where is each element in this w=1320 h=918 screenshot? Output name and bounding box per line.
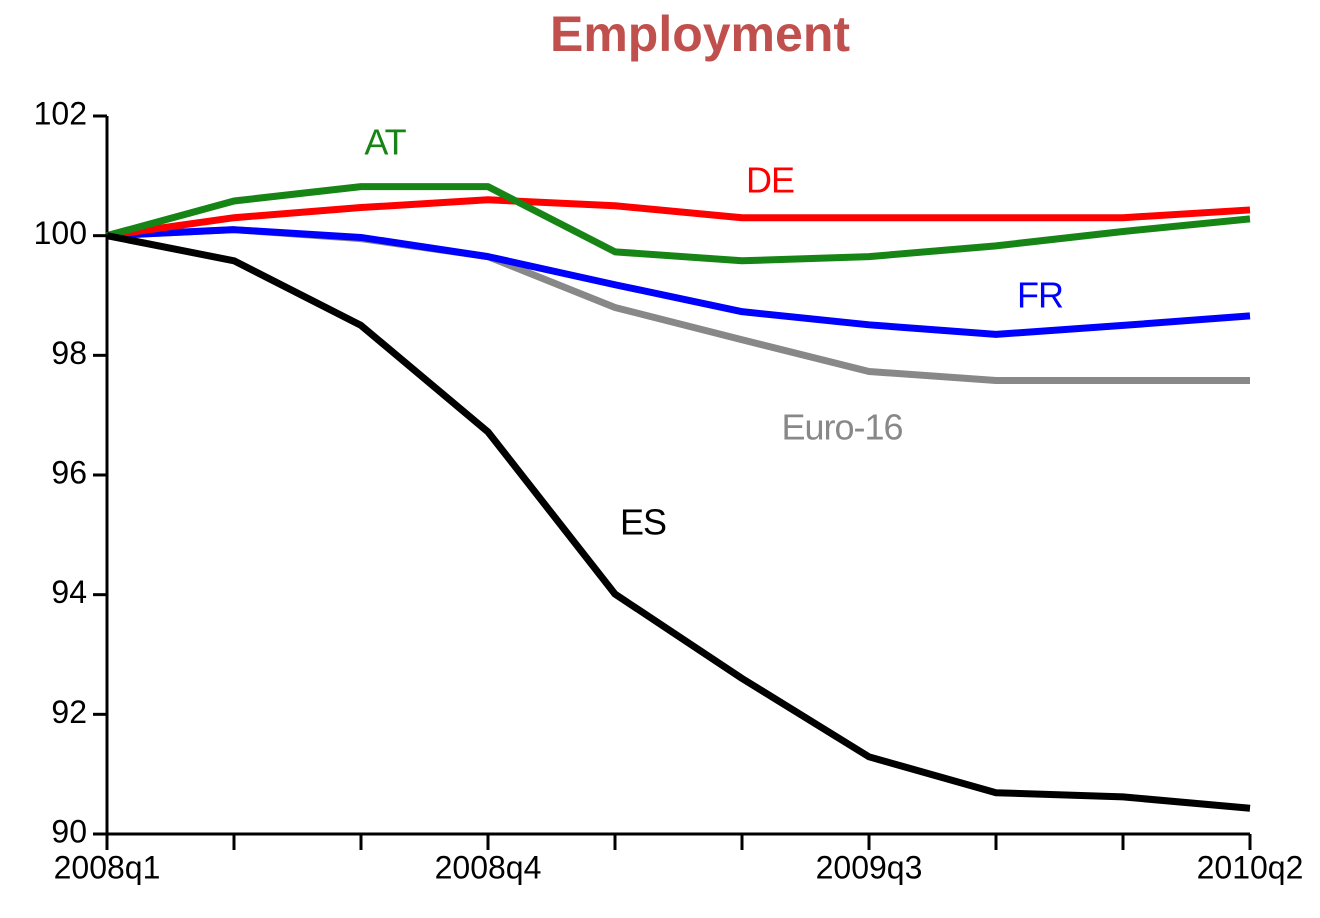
series-label: DE [746, 160, 794, 201]
y-tick-label: 92 [51, 694, 87, 730]
x-tick-label: 2008q4 [435, 849, 542, 885]
series-label: ES [620, 502, 666, 543]
x-tick-label: 2009q3 [816, 849, 923, 885]
y-tick-label: 94 [51, 574, 87, 610]
y-tick-label: 98 [51, 335, 87, 371]
y-tick-label: 96 [51, 454, 87, 490]
y-tick-label: 100 [34, 215, 87, 251]
series-label: AT [364, 122, 406, 163]
chart-title: Employment [550, 6, 850, 62]
series-line [106, 183, 1251, 265]
y-tick-label: 90 [51, 813, 87, 849]
y-tick-label: 102 [34, 95, 87, 131]
x-tick-label: 2010q2 [1197, 849, 1304, 885]
series-label: Euro-16 [781, 407, 902, 448]
series-line [106, 232, 1251, 812]
series-label: FR [1017, 275, 1063, 316]
series-line [106, 226, 1251, 338]
series-line [106, 226, 1250, 384]
x-tick-label: 2008q1 [54, 849, 161, 885]
series-line [106, 196, 1251, 240]
